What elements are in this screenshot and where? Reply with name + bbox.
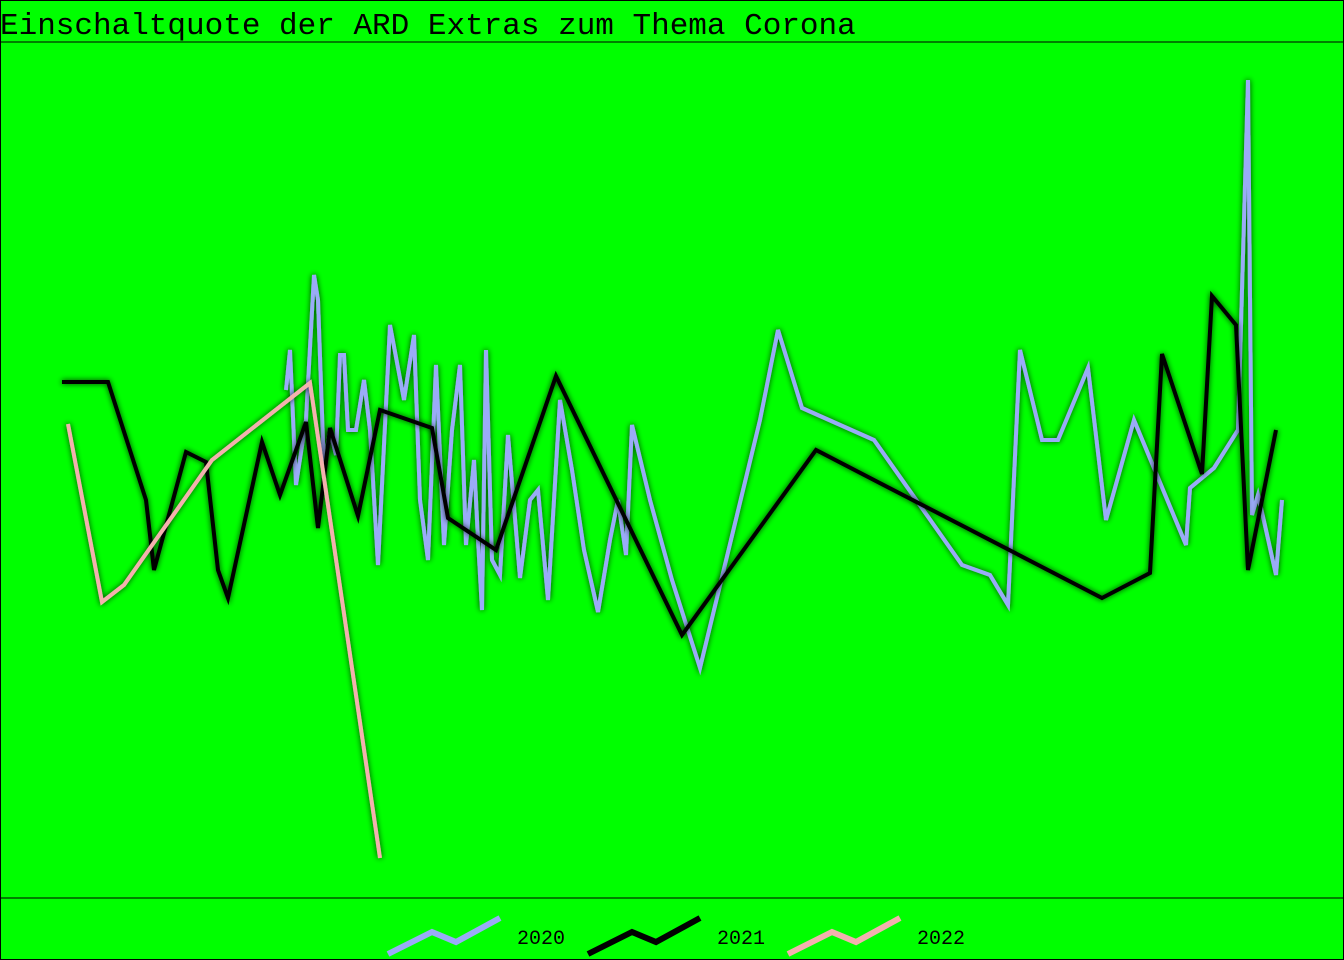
legend-swatch [786,915,902,957]
legend-label: 2022 [917,928,965,951]
series-line [62,290,1278,639]
legend-label: 2021 [717,928,765,951]
legend-swatch [586,915,702,957]
chart-title: Einschaltquote der ARD Extras zum Thema … [0,9,856,44]
legend-label: 2020 [517,928,565,951]
legend-swatch [386,915,502,957]
series-line [66,379,382,859]
series-line [284,79,1284,676]
